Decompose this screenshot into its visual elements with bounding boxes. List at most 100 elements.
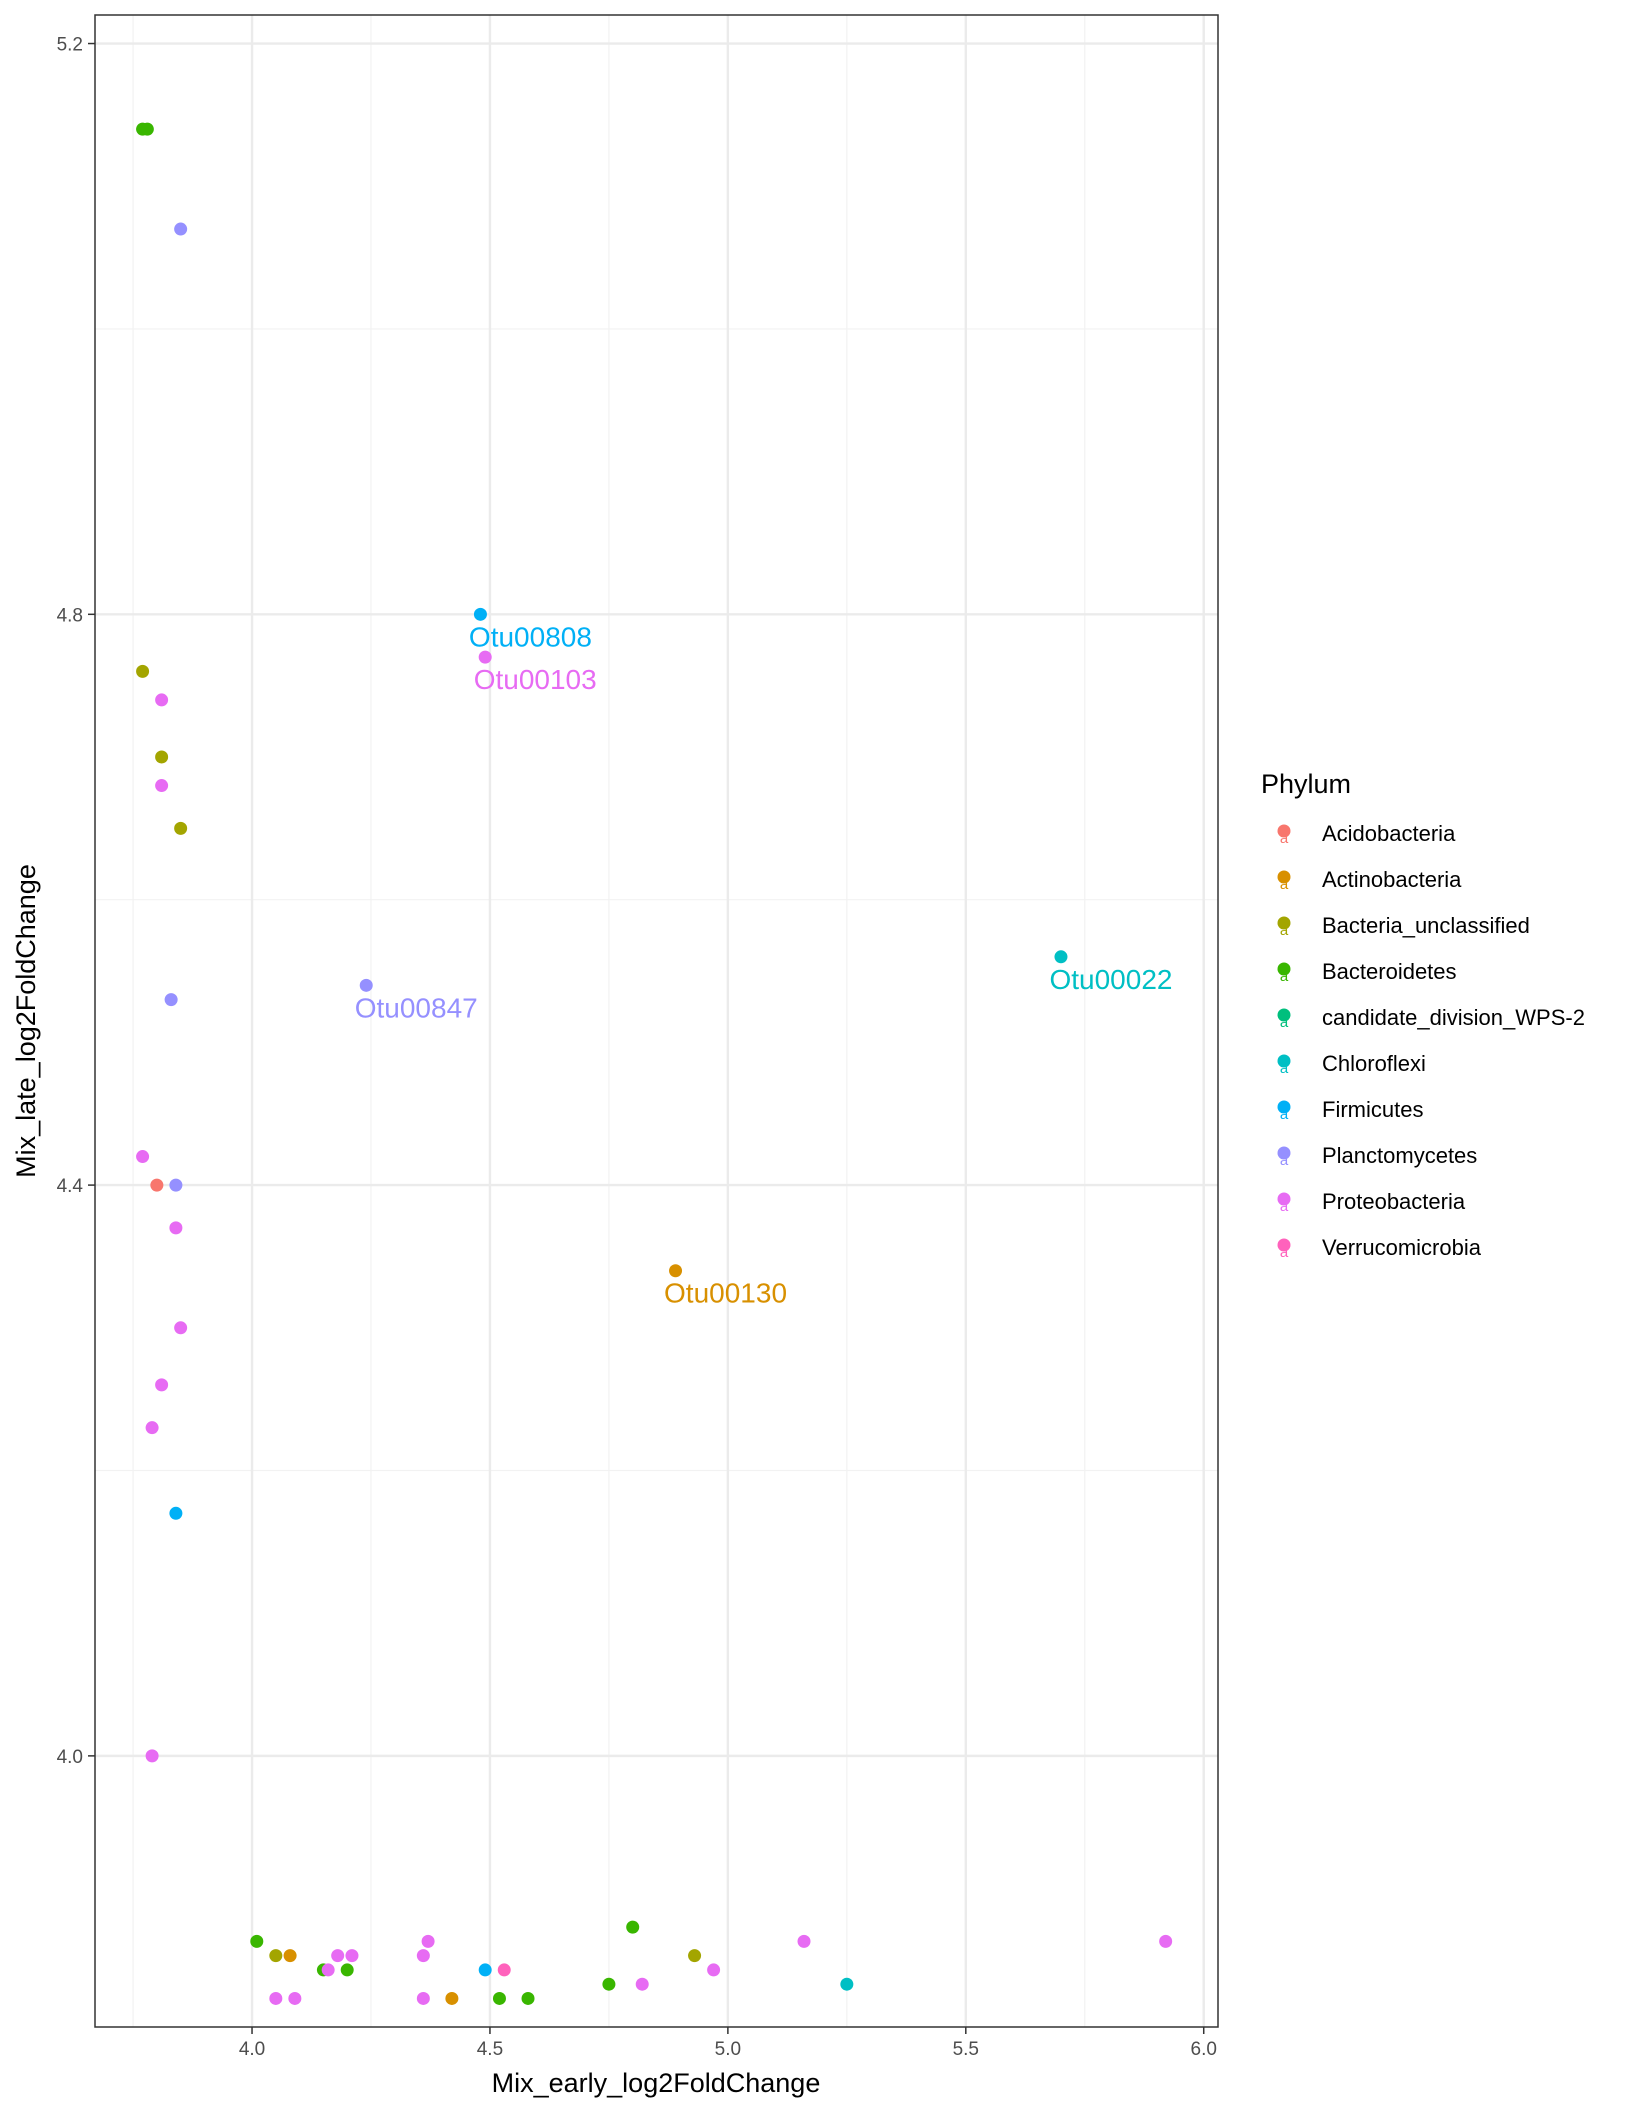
y-tick-label: 4.4 [57,1176,84,1197]
legend-label: Actinobacteria [1322,867,1462,892]
legend-key-glyph: a [1280,922,1289,939]
legend-key-point [1277,1008,1291,1022]
data-point [688,1949,702,1963]
legend-key-point [1277,1192,1291,1206]
data-point [478,1963,492,1977]
data-point [136,1150,150,1164]
data-point [1054,950,1068,964]
legend-key-point [1277,916,1291,930]
point-label: Otu00847 [355,992,478,1023]
point-label: Otu00808 [469,621,592,652]
legend-label: Verrucomicrobia [1322,1235,1482,1260]
legend-label: Chloroflexi [1322,1051,1426,1076]
plot-panel [95,15,1218,2027]
data-point [478,650,492,664]
data-point [269,1991,283,2005]
legend-key-glyph: a [1280,1014,1289,1031]
y-tick-label: 5.2 [57,35,83,56]
data-point [169,1178,183,1192]
data-point [155,1378,169,1392]
data-point [626,1920,640,1934]
legend-key-glyph: a [1280,876,1289,893]
y-tick-label: 4.0 [57,1747,83,1768]
y-axis: 4.0 4.4 4.8 5.2 [57,35,95,1768]
legend-entry: a Actinobacteria [1277,867,1462,893]
legend-entry: a Proteobacteria [1277,1189,1466,1215]
legend-key-glyph: a [1280,830,1289,847]
legend-label: Firmicutes [1322,1097,1423,1122]
data-point [359,978,373,992]
data-point [250,1934,264,1948]
data-point [345,1949,359,1963]
data-point [473,607,487,621]
legend-key-point [1277,1054,1291,1068]
data-point [497,1963,511,1977]
data-point [150,1178,164,1192]
point-label: Otu00103 [474,664,597,695]
legend-key-point [1277,962,1291,976]
legend: Phylum a Acidobacteria a Actinobacteria a Bac… [1261,769,1585,1261]
legend-key-point [1277,870,1291,884]
legend-entry: a Acidobacteria [1277,821,1456,847]
data-point [340,1963,354,1977]
data-point [174,821,188,835]
data-point [421,1934,435,1948]
data-point [797,1934,811,1948]
legend-key-glyph: a [1280,1060,1289,1077]
data-point [164,993,178,1007]
data-point [145,1749,159,1763]
legend-entries: a Acidobacteria a Actinobacteria a Bacteria_u… [1277,821,1585,1261]
legend-entry: a Verrucomicrobia [1277,1235,1482,1261]
data-point [174,222,188,236]
data-point [707,1963,721,1977]
data-point [155,693,169,707]
point-labels: Otu00808 Otu00103 Otu00022 Otu00847 Otu00130 [355,621,1173,1308]
data-point [445,1991,459,2005]
x-tick-label: 5.5 [953,2039,979,2060]
data-point [635,1977,649,1991]
minor-gridlines [95,15,1218,2027]
data-point [1159,1934,1173,1948]
legend-entry: a candidate_division_WPS-2 [1277,1005,1585,1031]
major-gridlines [95,15,1218,2027]
data-point [169,1221,183,1235]
x-axis: 4.0 4.5 5.0 5.5 6.0 [239,2027,1217,2060]
data-point [269,1949,283,1963]
legend-entry: a Bacteria_unclassified [1277,913,1530,939]
data-point [521,1991,535,2005]
legend-entry: a Chloroflexi [1277,1051,1426,1077]
y-tick-label: 4.8 [57,605,83,626]
legend-label: Proteobacteria [1322,1189,1466,1214]
legend-key-glyph: a [1280,968,1289,985]
data-point [416,1949,430,1963]
data-point [492,1991,506,2005]
legend-label: Bacteria_unclassified [1322,913,1530,938]
data-point [331,1949,345,1963]
data-point [140,122,154,136]
data-point [840,1977,854,1991]
legend-key-glyph: a [1280,1106,1289,1123]
data-point [416,1991,430,2005]
x-tick-label: 6.0 [1191,2039,1217,2060]
data-point [174,1321,188,1335]
legend-label: candidate_division_WPS-2 [1322,1005,1585,1030]
point-label: Otu00130 [664,1278,787,1309]
x-tick-label: 5.0 [715,2039,741,2060]
legend-key-point [1277,824,1291,838]
data-point [283,1949,297,1963]
legend-key-glyph: a [1280,1152,1289,1169]
data-points [136,122,1173,2005]
data-point [169,1506,183,1520]
legend-key-point [1277,1238,1291,1252]
data-point [136,664,150,678]
data-point [145,1421,159,1435]
data-point [602,1977,616,1991]
point-label: Otu00022 [1049,964,1172,995]
legend-entry: a Planctomycetes [1277,1143,1477,1169]
plot-panel-border [94,14,1219,2028]
x-tick-label: 4.5 [477,2039,503,2060]
legend-key-point [1277,1100,1291,1114]
y-axis-title: Mix_late_log2FoldChange [11,864,41,1178]
legend-label: Acidobacteria [1322,821,1456,846]
